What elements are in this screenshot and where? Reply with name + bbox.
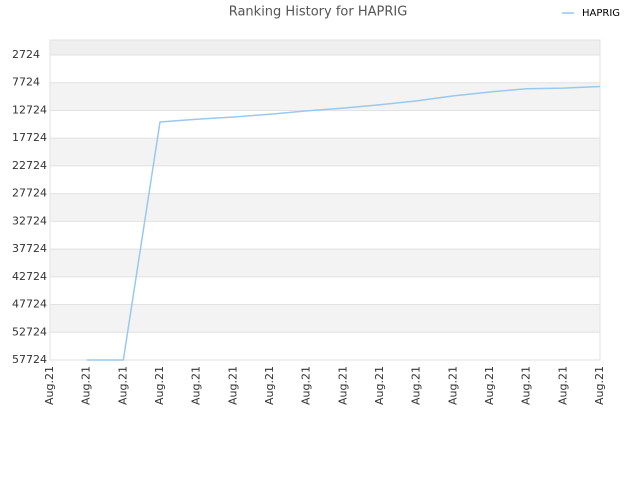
x-tick-label: Aug.21 xyxy=(446,366,459,405)
band xyxy=(50,304,600,333)
x-tick-label: Aug.21 xyxy=(336,366,349,405)
y-tick-label: 57724 xyxy=(12,353,47,366)
x-tick-label: Aug.21 xyxy=(556,366,569,405)
x-tick-label: Aug.21 xyxy=(520,366,533,405)
x-tick-label: Aug.21 xyxy=(593,366,606,405)
x-tick-label: Aug.21 xyxy=(300,366,313,405)
x-tick-label: Aug.21 xyxy=(116,366,129,405)
y-tick-label: 27724 xyxy=(12,187,47,200)
y-tick-label: 42724 xyxy=(12,270,47,283)
band xyxy=(50,40,600,56)
band xyxy=(50,82,600,111)
y-tick-label: 7724 xyxy=(12,76,40,89)
y-tick-label: 37724 xyxy=(12,242,47,255)
x-tick-label: Aug.21 xyxy=(226,366,239,405)
band xyxy=(50,193,600,222)
series-line xyxy=(86,85,601,361)
band xyxy=(50,138,600,166)
y-tick-label: 32724 xyxy=(12,214,47,227)
y-tick-label: 52724 xyxy=(12,325,47,338)
y-tick-label: 2724 xyxy=(12,48,40,61)
x-tick-label: Aug.21 xyxy=(43,366,56,405)
x-tick-label: Aug.21 xyxy=(190,366,203,405)
x-tick-label: Aug.21 xyxy=(483,366,496,405)
x-tick-label: Aug.21 xyxy=(153,366,166,405)
y-tick-label: 47724 xyxy=(12,298,47,311)
x-tick-label: Aug.21 xyxy=(410,366,423,405)
y-tick-label: 12724 xyxy=(12,103,47,116)
x-tick-label: Aug.21 xyxy=(373,366,386,405)
legend-label: HAPRIG xyxy=(582,8,620,19)
x-tick-label: Aug.21 xyxy=(80,366,93,405)
chart-title: Ranking History for HAPRIG xyxy=(229,5,408,20)
y-tick-label: 22724 xyxy=(12,159,47,172)
band xyxy=(50,249,600,277)
plot-border xyxy=(49,39,601,361)
y-tick-label: 17724 xyxy=(12,131,47,144)
x-tick-label: Aug.21 xyxy=(263,366,276,405)
